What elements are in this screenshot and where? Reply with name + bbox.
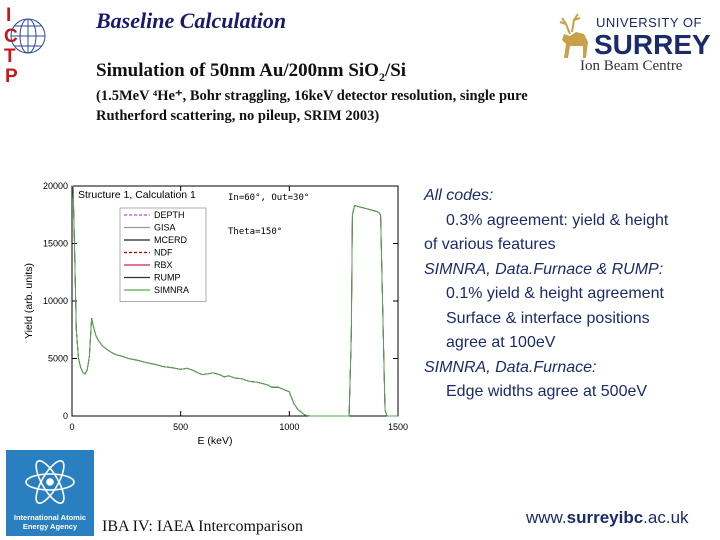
iaea-name-line-2: Energy Agency [23, 522, 78, 531]
footer-event: IBA IV: IAEA Intercomparison [102, 518, 303, 535]
legend-box [119, 207, 207, 302]
ictp-letter-p: P [5, 66, 18, 84]
legend-entry-rbx: RBX [154, 260, 173, 270]
y-tick-label: 10000 [43, 296, 68, 306]
atom-icon [25, 460, 75, 504]
three-codes-line-1: 0.1% yield & height agreement [446, 285, 664, 302]
legend-entry-ndf: NDF [154, 248, 173, 258]
chart-title: Structure 1, Calculation 1 [78, 189, 196, 201]
legend-entry-rump: RUMP [154, 273, 181, 283]
ictp-letter-i: I [6, 5, 11, 26]
slide-subtitle: Simulation of 50nm Au/200nm SiO2/Si [96, 60, 406, 85]
ictp-letter-t: T [4, 46, 16, 67]
surrey-text: SURREY [594, 29, 711, 60]
two-codes-line-1: Edge widths agree at 500eV [446, 383, 648, 400]
iaea-name-line-1: International Atomic [14, 513, 86, 522]
url-bold: surreyibc [566, 508, 644, 527]
y-tick-label: 5000 [48, 354, 68, 364]
chart-labels: 0 500 1000 150005000100001500020000Structur… [23, 181, 408, 447]
ion-beam-centre-label: Ion Beam Centre [580, 58, 683, 74]
rbs-spectrum-chart: 0 500 1000 150005000100001500020000Structur… [23, 181, 408, 447]
simulation-parameters: (1.5MeV ⁴He⁺, Bohr straggling, 16keV det… [96, 86, 616, 126]
x-tick-label: 1500 [388, 422, 408, 432]
three-codes-line-3: agree at 100eV [446, 334, 556, 351]
university-of-surrey-logo: UNIVERSITY OF SURREY [559, 13, 711, 60]
legend-entry-depth: DEPTH [154, 210, 185, 220]
subtitle-main: Simulation of 50nm Au/200nm SiO [96, 60, 379, 81]
annotation-theta: Theta=150° [228, 227, 282, 237]
stag-icon [559, 13, 588, 58]
url-suffix: .ac.uk [643, 508, 689, 527]
y-axis-label: Yield (arb. units) [23, 263, 35, 339]
all-codes-line-2: of various features [424, 236, 556, 253]
globe-icon [10, 18, 46, 54]
two-codes-heading: SIMNRA, Data.Furnace: [424, 358, 597, 376]
legend-entry-mcerd: MCERD [154, 235, 187, 245]
x-tick-label: 500 [173, 422, 188, 432]
url-prefix: www. [526, 508, 567, 527]
all-codes-line-1: 0.3% agreement: yield & height [446, 211, 669, 229]
x-tick-label: 1000 [279, 422, 299, 432]
legend-entry-simnra: SIMNRA [154, 285, 189, 295]
x-tick-label: 0 [69, 422, 74, 432]
chart-plot-area [72, 185, 398, 417]
legend-entry-gisa: GISA [154, 223, 176, 233]
three-codes-heading: SIMNRA, Data.Furnace & RUMP: [424, 260, 664, 278]
y-tick-label: 15000 [43, 239, 68, 249]
three-codes-line-2: Surface & interface positions [446, 309, 650, 327]
series-line-simnra [72, 185, 398, 417]
ictp-logo: I C T P [4, 5, 46, 84]
y-tick-label: 0 [63, 411, 68, 421]
iaea-logo: International Atomic Energy Agency [6, 450, 94, 536]
subtitle-subscript: 2 [378, 69, 385, 84]
university-of-text: UNIVERSITY OF [596, 15, 702, 30]
website-link[interactable]: www.surreyibc.ac.uk [526, 508, 689, 528]
all-codes-heading: All codes: [424, 187, 494, 204]
params-line-1: (1.5MeV ⁴He⁺, Bohr straggling, 16keV det… [96, 88, 528, 104]
annotation-angles: In=60°, Out=30° [228, 193, 309, 203]
subtitle-tail: /Si [384, 60, 407, 81]
slide-title: Baseline Calculation [96, 8, 287, 33]
x-axis-label: E (keV) [197, 435, 232, 447]
params-line-2: Rutherford scattering, no pileup, SRIM 2… [96, 108, 380, 124]
y-tick-label: 20000 [43, 181, 68, 191]
results-summary: All codes: 0.3% agreement: yield & heigh… [424, 184, 716, 405]
